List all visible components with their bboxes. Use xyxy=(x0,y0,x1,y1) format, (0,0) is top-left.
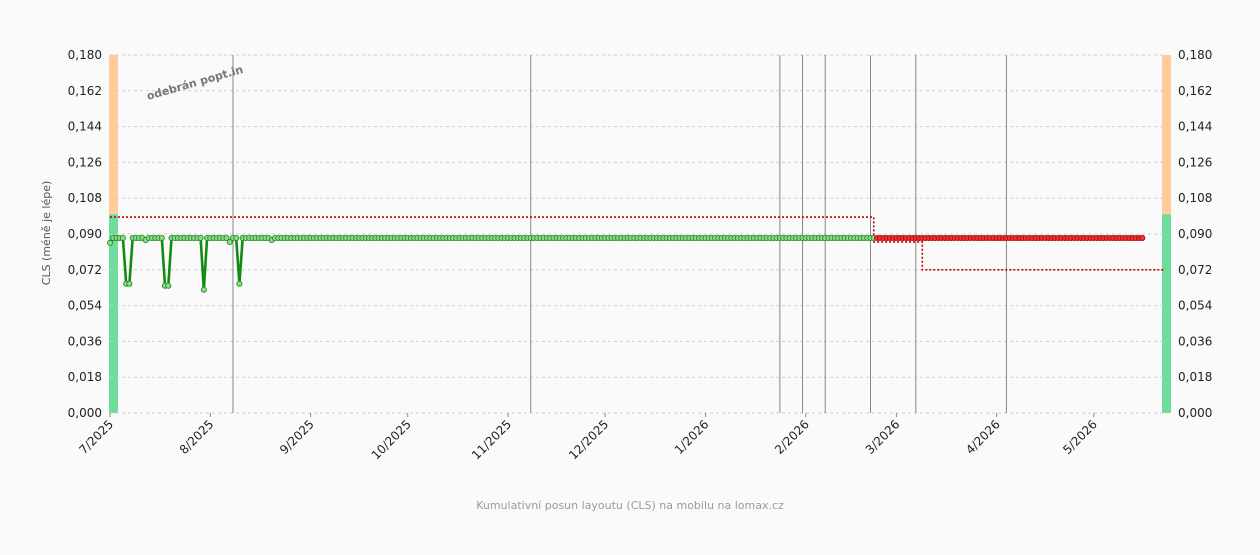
data-point xyxy=(233,234,240,241)
y-tick-label: 0,018 xyxy=(1178,370,1212,384)
band-good xyxy=(109,214,118,413)
data-point xyxy=(158,234,165,241)
x-tick-label: 12/2025 xyxy=(566,417,611,462)
y-tick-label: 0,000 xyxy=(1178,406,1212,420)
x-tick-label: 2/2026 xyxy=(772,417,812,457)
band-needs-improvement xyxy=(1162,55,1171,215)
y-tick-label: 0,162 xyxy=(68,84,102,98)
y-tick-label: 0,090 xyxy=(68,227,102,241)
y-tick-label: 0,036 xyxy=(1178,334,1212,348)
y-tick-label: 0,090 xyxy=(1178,227,1212,241)
threshold-bands xyxy=(109,55,1171,413)
y-tick-label: 0,054 xyxy=(68,299,102,313)
x-tick-label: 4/2026 xyxy=(963,417,1003,457)
y-tick-label: 0,180 xyxy=(68,48,102,62)
series-line xyxy=(108,236,1143,291)
x-tick-label: 7/2025 xyxy=(76,417,116,457)
x-tick-label: 10/2025 xyxy=(369,417,414,462)
annotation-label: odebrán popt.in xyxy=(145,63,244,103)
data-point xyxy=(165,282,172,289)
y-tick-label: 0,144 xyxy=(1178,120,1212,134)
data-point xyxy=(107,239,114,246)
x-tick-label: 9/2025 xyxy=(277,417,317,457)
data-point xyxy=(200,286,207,293)
y-axis-left: 0,000 0,018 0,036 0,054 0,072 0,090 0,108 0,126… xyxy=(68,48,102,420)
y-tick-label: 0,144 xyxy=(68,120,102,134)
y-tick-label: 0,054 xyxy=(1178,299,1212,313)
y-tick-label: 0,180 xyxy=(1178,48,1212,62)
y-tick-label: 0,072 xyxy=(68,263,102,277)
x-tick-label: 8/2025 xyxy=(177,417,217,457)
y-axis-right: 0,000 0,018 0,036 0,054 0,072 0,090 0,108 0,126… xyxy=(1178,48,1212,420)
x-tick-label: 3/2026 xyxy=(863,417,903,457)
chart-caption: Kumulativní posun layoutu (CLS) na mobil… xyxy=(476,499,784,512)
y-tick-label: 0,162 xyxy=(1178,84,1212,98)
threshold-path xyxy=(110,216,1165,271)
band-good xyxy=(1162,214,1171,413)
grid-lines xyxy=(110,54,1165,414)
y-tick-label: 0,108 xyxy=(1178,191,1212,205)
x-axis: 7/2025 8/2025 9/2025 10/2025 11/2025 12/2025 1… xyxy=(76,413,1100,462)
y-tick-label: 0,072 xyxy=(1178,263,1212,277)
x-tick-label: 11/2025 xyxy=(469,417,514,462)
event-lines xyxy=(232,55,1007,413)
data-point xyxy=(119,234,126,241)
data-point xyxy=(236,280,243,287)
y-axis-title: CLS (méně je lépe) xyxy=(40,181,53,285)
band-needs-improvement xyxy=(109,55,118,215)
y-tick-label: 0,036 xyxy=(68,334,102,348)
data-point xyxy=(197,234,204,241)
y-tick-label: 0,018 xyxy=(68,370,102,384)
y-tick-label: 0,108 xyxy=(68,191,102,205)
data-point xyxy=(223,234,230,241)
x-tick-label: 1/2026 xyxy=(672,417,712,457)
y-tick-label: 0,000 xyxy=(68,406,102,420)
cls-series xyxy=(107,234,1146,293)
y-tick-label: 0,126 xyxy=(68,155,102,169)
data-point xyxy=(126,280,133,287)
data-point xyxy=(226,238,233,245)
threshold-line xyxy=(110,216,1165,271)
x-tick-label: 5/2026 xyxy=(1060,417,1100,457)
data-point xyxy=(1139,234,1146,241)
y-tick-label: 0,126 xyxy=(1178,155,1212,169)
